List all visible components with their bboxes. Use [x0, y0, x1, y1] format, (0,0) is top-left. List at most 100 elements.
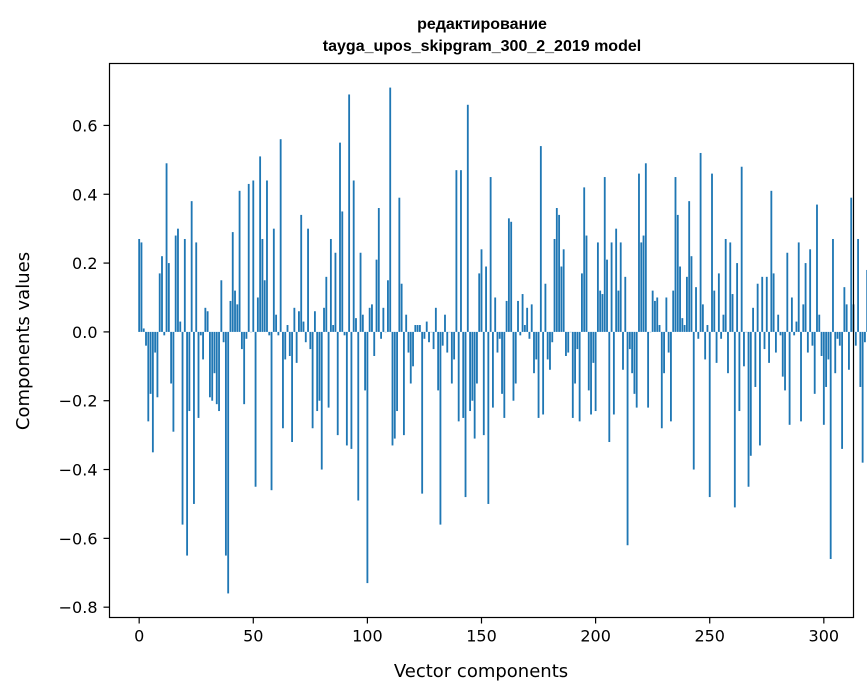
bar-89: [341, 211, 344, 332]
bar-161: [505, 300, 508, 332]
bar-162: [507, 218, 510, 332]
bar-240: [685, 276, 688, 332]
bar-52: [256, 297, 259, 332]
bar-142: [462, 331, 465, 418]
bar-39: [227, 331, 230, 594]
bar-213: [624, 276, 627, 332]
bar-110: [389, 87, 392, 332]
bar-255: [720, 331, 723, 339]
bar-272: [759, 331, 761, 446]
bar-33: [213, 331, 216, 374]
bar-43: [236, 304, 239, 332]
bar-288: [795, 321, 798, 332]
bar-309: [843, 287, 846, 332]
bar-230: [663, 331, 665, 374]
bar-72: [302, 321, 305, 332]
bar-145: [469, 331, 472, 412]
bar-290: [800, 331, 802, 422]
bar-95: [355, 318, 357, 332]
bar-300: [822, 331, 825, 425]
bar-286: [790, 297, 793, 332]
bar-12: [165, 163, 168, 332]
bar-54: [261, 238, 264, 332]
bar-63: [282, 331, 284, 429]
bar-223: [647, 331, 650, 408]
bar-141: [460, 170, 462, 332]
chart-subtitle: tayga_upos_skipgram_300_2_2019 model: [323, 38, 641, 55]
bar-254: [717, 273, 720, 332]
bar-11: [163, 331, 166, 336]
bar-37: [222, 331, 225, 343]
bar-151: [482, 331, 485, 436]
y-tick-label: −0.8: [59, 598, 98, 617]
bar-87: [336, 331, 339, 436]
bar-78: [316, 331, 319, 412]
bar-303: [829, 331, 832, 560]
bar-30: [206, 311, 209, 332]
bar-58: [270, 331, 273, 491]
bar-179: [546, 331, 549, 360]
bar-80: [320, 331, 323, 470]
bar-187: [565, 331, 567, 356]
bar-267: [747, 331, 750, 487]
bar-53: [259, 156, 262, 332]
bar-71: [300, 214, 303, 332]
bar-289: [797, 242, 800, 332]
bar-193: [578, 331, 581, 422]
bar-83: [327, 331, 330, 408]
bar-164: [512, 331, 515, 401]
bar-190: [571, 331, 574, 418]
bar-243: [692, 331, 695, 470]
bar-77: [313, 311, 316, 332]
bar-248: [704, 331, 707, 360]
bar-90: [343, 331, 346, 336]
bar-101: [368, 307, 371, 332]
bar-149: [478, 273, 481, 332]
bar-51: [254, 331, 257, 487]
bar-146: [471, 331, 474, 401]
bar-127: [428, 331, 430, 343]
bar-20: [183, 238, 186, 332]
bar-260: [731, 294, 734, 332]
bar-291: [802, 304, 805, 332]
bar-122: [416, 325, 419, 332]
x-tick-label: 200: [580, 627, 611, 646]
bar-79: [318, 331, 321, 401]
bar-259: [729, 242, 732, 332]
bar-221: [642, 235, 645, 332]
bar-84: [329, 238, 332, 332]
bar-317: [861, 331, 864, 463]
bar-18: [179, 321, 182, 332]
bar-275: [765, 276, 768, 332]
bar-216: [631, 331, 634, 374]
bar-279: [774, 331, 777, 353]
y-tick-label: −0.4: [59, 461, 98, 480]
bar-194: [581, 273, 583, 332]
bar-56: [266, 180, 268, 332]
bar-215: [628, 331, 631, 350]
bar-123: [418, 325, 421, 332]
bar-29: [204, 307, 207, 332]
bar-217: [633, 331, 636, 394]
bar-318: [864, 331, 866, 343]
bar-129: [432, 331, 435, 350]
bar-105: [377, 208, 380, 332]
bar-62: [279, 139, 282, 332]
bar-175: [537, 331, 540, 418]
bar-225: [651, 290, 654, 332]
bar-94: [352, 180, 355, 332]
bar-131: [437, 331, 440, 391]
bar-168: [521, 294, 524, 332]
bar-249: [706, 325, 709, 332]
bar-181: [551, 331, 554, 343]
bar-315: [857, 238, 859, 332]
bar-299: [820, 331, 823, 356]
bar-284: [786, 252, 789, 332]
bar-210: [617, 290, 620, 332]
bar-257: [724, 238, 727, 332]
bar-156: [494, 297, 497, 332]
bar-204: [603, 177, 606, 332]
bar-305: [834, 331, 837, 374]
y-tick-label: −0.2: [59, 392, 98, 411]
bar-69: [295, 331, 298, 363]
